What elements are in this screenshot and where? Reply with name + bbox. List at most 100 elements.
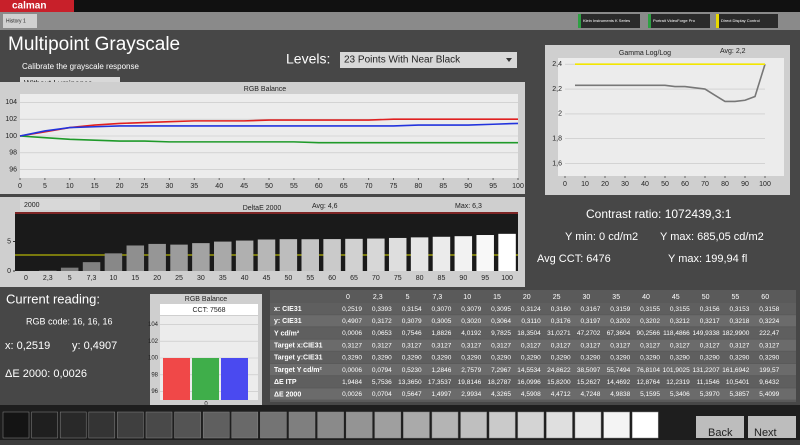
table-cell: 0,0653: [372, 330, 392, 337]
swatch[interactable]: [518, 412, 544, 438]
column-header: 45: [672, 294, 680, 301]
swatch[interactable]: [375, 412, 401, 438]
bar: [323, 239, 340, 271]
swatch[interactable]: [632, 412, 658, 438]
swatch[interactable]: [32, 412, 58, 438]
x-tick-label: 45: [263, 275, 271, 282]
y-min: Y min: 0 cd/m2: [565, 231, 638, 243]
table-cell: 0,3124: [521, 306, 541, 313]
table-cell: 0,3202: [640, 318, 660, 325]
swatch[interactable]: [489, 412, 515, 438]
x-tick-label: 55: [306, 275, 314, 282]
device-status: [716, 14, 719, 28]
x-tick-label: 5: [43, 183, 47, 190]
table-cell: 0,3224: [759, 318, 779, 325]
table-cell: 0,3156: [700, 306, 720, 313]
swatch[interactable]: [146, 412, 172, 438]
swatch[interactable]: [461, 412, 487, 438]
swatch[interactable]: [232, 412, 258, 438]
swatch[interactable]: [3, 412, 29, 438]
table-cell: 47,2702: [577, 330, 601, 337]
x-tick-label: 85: [438, 275, 446, 282]
table-cell: 199,57: [759, 367, 779, 374]
table-cell: 5,7536: [372, 379, 392, 386]
swatch[interactable]: [318, 412, 344, 438]
table-cell: 4,0192: [461, 330, 481, 337]
table-cell: 19,8146: [458, 379, 482, 386]
column-header: 2,3: [373, 294, 383, 301]
table-cell: 0,3127: [491, 342, 511, 349]
table-cell: 0,3290: [700, 355, 720, 362]
swatch[interactable]: [403, 412, 429, 438]
device-label: Direct Display Control: [721, 18, 760, 23]
table-cell: 0,3079: [461, 306, 481, 313]
bar: [498, 234, 515, 271]
table-cell: 0,3290: [521, 355, 541, 362]
table-cell: 182,9900: [722, 330, 749, 337]
table-cell: 15,2627: [577, 379, 601, 386]
table-cell: 222,47: [759, 330, 779, 337]
row-label: x: CIE31: [274, 306, 302, 313]
y-tick-label: 98: [9, 150, 17, 157]
swatch[interactable]: [575, 412, 601, 438]
x-tick-label: 2,3: [43, 275, 53, 282]
table-cell: 4,5908: [521, 391, 541, 398]
device-status: [578, 14, 581, 28]
swatch[interactable]: [604, 412, 630, 438]
table-cell: 149,9338: [692, 330, 719, 337]
table-cell: 5,3970: [700, 391, 720, 398]
table-cell: 0,3290: [461, 355, 481, 362]
table-cell: 1,9484: [342, 379, 362, 386]
levels-value: 23 Points With Near Black: [344, 55, 461, 66]
bar: [163, 358, 190, 400]
swatch[interactable]: [346, 412, 372, 438]
table-cell: 0,3290: [581, 355, 601, 362]
column-header: 30: [583, 294, 591, 301]
swatch[interactable]: [546, 412, 572, 438]
y-max: Y max: 685,05 cd/m2: [660, 231, 764, 243]
bar: [345, 239, 362, 271]
swatch[interactable]: [117, 412, 143, 438]
swatch[interactable]: [260, 412, 286, 438]
y-tick-label: 100: [148, 356, 159, 362]
table-cell: 0,3070: [432, 306, 452, 313]
table-cell: 0,3290: [759, 355, 779, 362]
swatch[interactable]: [89, 412, 115, 438]
bar: [170, 245, 187, 271]
x-tick-label: 80: [415, 183, 423, 190]
x-tick-label: 90: [741, 181, 749, 188]
swatch[interactable]: [60, 412, 86, 438]
x-tick-label: 90: [459, 275, 467, 282]
table-cell: 0,3290: [342, 355, 362, 362]
table-cell: 0,3212: [670, 318, 690, 325]
subtitle: Calibrate the grayscale response: [22, 62, 140, 71]
y-tick-label: 5: [7, 238, 11, 245]
table-cell: 5,3857: [730, 391, 750, 398]
table-cell: 5,3406: [670, 391, 690, 398]
table-cell: 12,2319: [666, 379, 690, 386]
table-cell: 0,3095: [491, 306, 511, 313]
column-header: 60: [761, 294, 769, 301]
swatch[interactable]: [432, 412, 458, 438]
swatch[interactable]: [289, 412, 315, 438]
table-cell: 0,3290: [402, 355, 422, 362]
table-cell: 0,3127: [700, 342, 720, 349]
x-tick-label: 80: [721, 181, 729, 188]
table-cell: 0,3160: [551, 306, 571, 313]
swatch[interactable]: [175, 412, 201, 438]
y-tick-label: 104: [5, 99, 17, 106]
x-tick-label: 45: [240, 183, 248, 190]
x-tick-label: 0: [563, 181, 567, 188]
swatch[interactable]: [203, 412, 229, 438]
table-cell: 0,3079: [402, 318, 422, 325]
table-cell: 0,3127: [551, 342, 571, 349]
table-cell: 0,3197: [581, 318, 601, 325]
bar: [127, 245, 144, 271]
x-tick-label: 40: [215, 183, 223, 190]
table-cell: 0,3176: [551, 318, 571, 325]
x-tick-label: 15: [131, 275, 139, 282]
page-title: Multipoint Grayscale: [8, 34, 180, 55]
device-label: Klein Instruments K Series: [583, 18, 630, 23]
gamma-avg: Avg: 2,2: [720, 48, 746, 55]
